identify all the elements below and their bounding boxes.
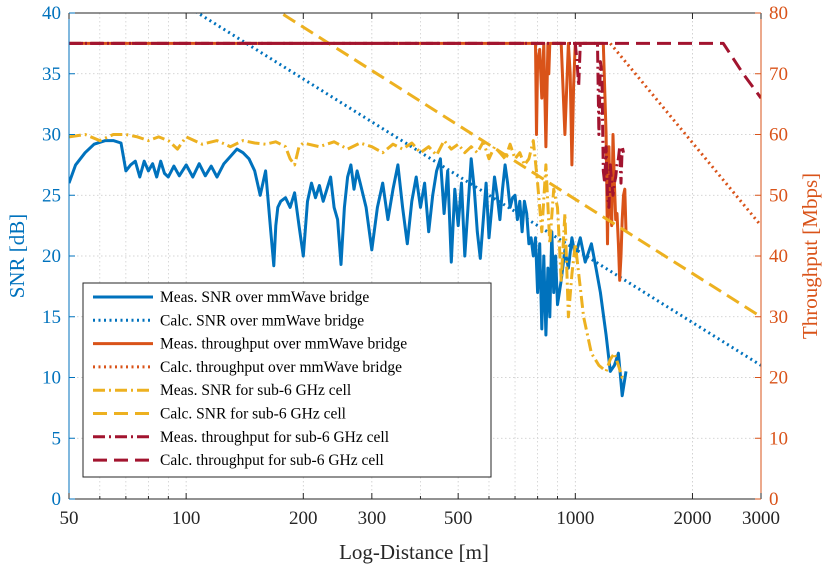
y-right-tick-label: 80 xyxy=(769,3,788,24)
series-meas-throughput-for-sub-6-ghz-cell xyxy=(69,41,625,209)
x-tick-label: 2000 xyxy=(673,508,711,529)
y-right-tick-label: 60 xyxy=(769,125,788,146)
y-left-tick-label: 5 xyxy=(52,428,62,449)
y-right-tick-label: 20 xyxy=(769,368,788,389)
y-left-tick-label: 35 xyxy=(42,64,61,85)
y-right-tick-label: 10 xyxy=(769,428,788,449)
y-right-tick-label: 50 xyxy=(769,185,788,206)
series-calc-throughput-over-mmwave-bridge xyxy=(609,42,761,227)
legend: Meas. SNR over mmWave bridge Calc. SNR ov… xyxy=(82,282,492,478)
x-tick-label: 300 xyxy=(358,508,387,529)
x-tick-label: 200 xyxy=(289,508,318,529)
legend-box xyxy=(82,282,492,478)
legend-entry: Calc. SNR over mmWave bridge xyxy=(160,312,364,329)
x-axis-label: Log-Distance [m] xyxy=(339,540,489,564)
y-left-tick-label: 0 xyxy=(52,489,62,510)
legend-entry: Meas. throughput for sub-6 GHz cell xyxy=(160,429,389,446)
legend-entry: Calc. throughput for sub-6 GHz cell xyxy=(160,452,384,469)
series-meas-snr-for-sub-6-ghz-cell xyxy=(69,133,626,379)
y-left-tick-label: 40 xyxy=(42,3,61,24)
series-meas-snr-over-mmwave-bridge xyxy=(69,139,628,398)
legend-entry: Calc. throughput over mmWave bridge xyxy=(160,359,402,376)
legend-entry: Meas. SNR for sub-6 GHz cell xyxy=(160,382,351,399)
y-left-tick-label: 30 xyxy=(42,125,61,146)
legend-entry: Calc. SNR for sub-6 GHz cell xyxy=(160,406,346,423)
x-tick-label: 500 xyxy=(444,508,473,529)
y-right-tick-label: 70 xyxy=(769,64,788,85)
y-axis-label-left: SNR [dB] xyxy=(5,214,29,299)
y-left-tick-label: 25 xyxy=(42,185,61,206)
y-left-tick-label: 10 xyxy=(42,368,61,389)
y-right-tick-label: 0 xyxy=(769,489,779,510)
x-tick-label: 1000 xyxy=(556,508,594,529)
y-left-tick-label: 20 xyxy=(42,246,61,267)
y-right-tick-label: 30 xyxy=(769,307,788,328)
series-lines xyxy=(69,13,761,398)
axes xyxy=(68,12,762,500)
tick-labels: 50 100 200 300 500 1000 2000 300005101520253035… xyxy=(42,3,788,529)
y-axis-label-right: Throughput [Mbps] xyxy=(798,173,822,339)
series-calc-snr-for-sub-6-ghz-cell xyxy=(278,13,761,319)
x-tick-label: 3000 xyxy=(742,508,780,529)
legend-entry: Meas. throughput over mmWave bridge xyxy=(160,336,407,353)
y-left-tick-label: 15 xyxy=(42,307,61,328)
series-calc-throughput-for-sub-6-ghz-cell xyxy=(69,41,761,99)
x-tick-label: 100 xyxy=(172,508,201,529)
legend-entry: Meas. SNR over mmWave bridge xyxy=(160,289,369,306)
y-right-tick-label: 40 xyxy=(769,246,788,267)
x-tick-label: 50 xyxy=(60,508,79,529)
